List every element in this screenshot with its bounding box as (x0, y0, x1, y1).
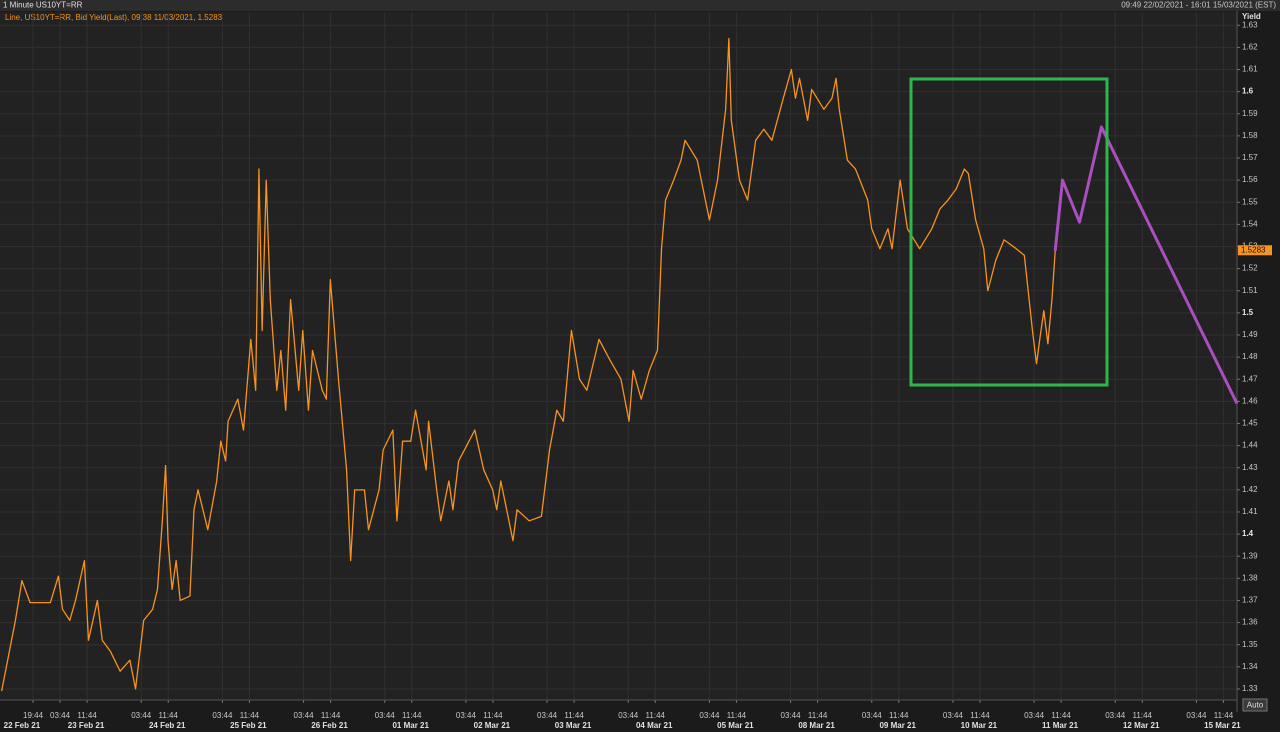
x-date-label: 26 Feb 21 (311, 721, 348, 730)
y-tick-label: 1.6 (1242, 87, 1254, 96)
y-tick-label: 1.39 (1242, 551, 1258, 560)
x-date-label: 09 Mar 21 (879, 721, 916, 730)
y-tick-label: 1.35 (1242, 640, 1258, 649)
x-date-label: 04 Mar 21 (636, 721, 673, 730)
x-tick-label: 11:44 (402, 711, 422, 720)
chart-title: 1 Minute US10YT=RR (3, 1, 83, 10)
y-tick-label: 1.55 (1242, 197, 1258, 206)
x-tick-label: 03:44 (375, 711, 396, 720)
x-tick-label: 11:44 (727, 711, 747, 720)
y-tick-label: 1.62 (1242, 43, 1258, 52)
header-bar (0, 0, 1280, 11)
x-tick-label: 11:44 (1214, 711, 1234, 720)
y-tick-label: 1.51 (1242, 286, 1258, 295)
last-value-box (1238, 245, 1272, 256)
x-tick-label: 03:44 (456, 711, 477, 720)
auto-button-label[interactable]: Auto (1247, 701, 1264, 710)
highlight-box (909, 77, 1109, 387)
y-tick-label: 1.42 (1242, 485, 1258, 494)
x-tick-label: 03:44 (862, 711, 883, 720)
x-tick-label: 03:44 (618, 711, 639, 720)
y-tick-label: 1.46 (1242, 396, 1258, 405)
x-tick-label: 19:44 (23, 711, 44, 720)
y-tick-label: 1.48 (1242, 352, 1258, 361)
x-tick-label: 03:44 (781, 711, 802, 720)
x-date-label: 10 Mar 21 (961, 721, 998, 730)
y-tick-label: 1.41 (1242, 507, 1258, 516)
x-date-label: 01 Mar 21 (392, 721, 429, 730)
x-tick-label: 03:44 (1105, 711, 1126, 720)
x-date-label: 25 Feb 21 (230, 721, 267, 730)
y-tick-label: 1.54 (1242, 219, 1258, 228)
y-tick-label: 1.43 (1242, 463, 1258, 472)
x-date-label: 24 Feb 21 (149, 721, 186, 730)
x-tick-label: 11:44 (808, 711, 828, 720)
x-tick-label: 03:44 (50, 711, 71, 720)
y-tick-label: 1.34 (1242, 662, 1258, 671)
date-range: 09:49 22/02/2021 - 16:01 15/03/2021 (EST… (1121, 1, 1276, 10)
y-tick-label: 1.36 (1242, 618, 1258, 627)
y-tick-label: 1.61 (1242, 65, 1258, 74)
last-value-label: 1.5283 (1241, 245, 1266, 254)
grid (0, 12, 1237, 700)
x-tick-label: 11:44 (483, 711, 503, 720)
x-tick-label: 11:44 (1133, 711, 1153, 720)
y-tick-label: 1.56 (1242, 175, 1258, 184)
x-tick-label: 03:44 (212, 711, 233, 720)
x-tick-label: 11:44 (646, 711, 666, 720)
series-line (1053, 125, 1239, 405)
x-date-label: 22 Feb 21 (4, 721, 41, 730)
x-tick-label: 03:44 (943, 711, 964, 720)
x-tick-label: 03:44 (294, 711, 315, 720)
y-tick-label: 1.38 (1242, 573, 1258, 582)
x-date-label: 03 Mar 21 (555, 721, 592, 730)
y-tick-label: 1.52 (1242, 264, 1258, 273)
x-tick-label: 03:44 (1186, 711, 1207, 720)
x-date-label: 02 Mar 21 (474, 721, 511, 730)
subtitle: Line, US10YT=RR, Bid Yield(Last), 09:38 … (5, 13, 223, 22)
x-date-label: 15 Mar 21 (1204, 721, 1241, 730)
x-tick-label: 03:44 (537, 711, 558, 720)
x-tick-label: 03:44 (131, 711, 152, 720)
y-tick-label: 1.5 (1242, 308, 1254, 317)
axes: 1.33 1.34 1.35 1.36 1.37 1.38 1.39 1.4 1.41 1.42 1… (4, 20, 1272, 730)
x-tick-label: 11:44 (77, 711, 97, 720)
x-tick-label: 03:44 (699, 711, 720, 720)
y-axis-label: Yield (1242, 12, 1261, 21)
y-tick-label: 1.45 (1242, 419, 1258, 428)
y-tick-label: 1.37 (1242, 596, 1258, 605)
x-date-label: 12 Mar 21 (1123, 721, 1160, 730)
y-tick-label: 1.49 (1242, 330, 1258, 339)
x-date-label: 08 Mar 21 (798, 721, 835, 730)
y-tick-label: 1.63 (1242, 20, 1258, 29)
x-tick-label: 11:44 (889, 711, 909, 720)
y-tick-label: 1.57 (1242, 153, 1258, 162)
x-tick-label: 11:44 (321, 711, 341, 720)
y-tick-label: 1.47 (1242, 374, 1258, 383)
plot-area (0, 12, 1237, 700)
x-tick-label: 11:44 (1051, 711, 1071, 720)
marks (0, 37, 1239, 692)
x-date-label: 11 Mar 21 (1042, 721, 1079, 730)
auto-button[interactable] (1242, 698, 1268, 712)
x-date-label: 23 Feb 21 (68, 721, 105, 730)
x-date-label: 05 Mar 21 (717, 721, 754, 730)
series-line (0, 37, 1056, 692)
y-tick-label: 1.59 (1242, 109, 1258, 118)
x-tick-label: 11:44 (564, 711, 584, 720)
y-tick-label: 1.4 (1242, 529, 1254, 538)
y-tick-label: 1.58 (1242, 131, 1258, 140)
x-tick-label: 11:44 (159, 711, 179, 720)
y-tick-label: 1.33 (1242, 684, 1258, 693)
x-tick-label: 11:44 (240, 711, 260, 720)
x-tick-label: 03:44 (1024, 711, 1045, 720)
x-tick-label: 11:44 (970, 711, 990, 720)
y-tick-label: 1.44 (1242, 441, 1258, 450)
